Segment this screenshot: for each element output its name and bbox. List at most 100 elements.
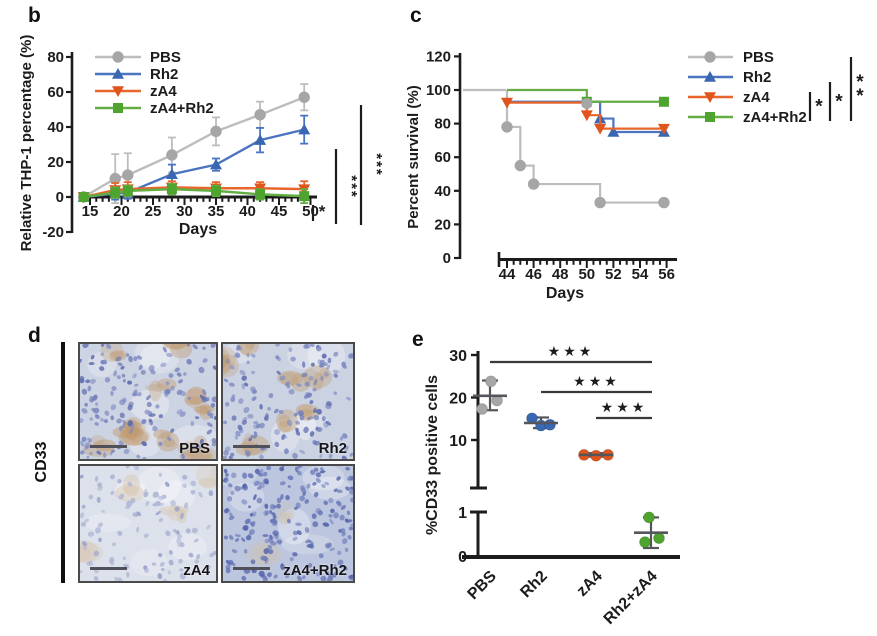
svg-text:30: 30 — [176, 203, 193, 220]
svg-text:50: 50 — [302, 203, 319, 220]
ihc-image-label: zA4 — [183, 562, 210, 579]
scale-bar — [233, 445, 270, 448]
svg-text:★★★: ★★★ — [601, 399, 648, 415]
svg-text:80: 80 — [434, 116, 451, 133]
c-significance: * *** — [808, 57, 864, 121]
ihc-image-pbs: PBS — [78, 342, 218, 461]
c-overlap-marker — [581, 97, 593, 109]
e-category-label-zA4: zA4 — [574, 568, 606, 600]
ihc-image-label: PBS — [179, 440, 210, 457]
b-axes: 80 60 40 20 0 -20 Relative THP-1 percentage (%… — [18, 35, 319, 252]
svg-text:25: 25 — [145, 203, 162, 220]
svg-text:*: * — [815, 97, 823, 118]
b-legend-label-Rh2: Rh2 — [150, 66, 178, 83]
c-legend-label-PBS: PBS — [743, 49, 774, 66]
cd33-scatter-chart: 30201010%CD33 positive cellsPBSRh2zA4Rh2… — [424, 343, 680, 628]
svg-text:56: 56 — [658, 266, 675, 283]
svg-text:20: 20 — [47, 154, 64, 171]
c-curve-zA4 — [507, 101, 664, 130]
svg-text:20: 20 — [449, 391, 467, 408]
svg-text:100: 100 — [426, 82, 451, 99]
c-legend-label-zA4+Rh2: zA4+Rh2 — [743, 109, 807, 126]
cd33-row-label: CD33 — [33, 441, 50, 483]
ihc-image-rh2: Rh2 — [221, 342, 355, 461]
svg-text:48: 48 — [552, 266, 569, 283]
svg-text:0: 0 — [443, 250, 451, 267]
svg-text:52: 52 — [605, 266, 622, 283]
svg-text:46: 46 — [525, 266, 542, 283]
svg-text:35: 35 — [208, 203, 225, 220]
svg-text:10: 10 — [449, 433, 467, 450]
e-significance: ★★★ ★★★ ★★★ — [490, 343, 652, 420]
c-x-axis-label: Days — [546, 285, 584, 302]
c-axes: 120 100 80 60 40 20 0 Percent survival (%) 44 46 4… — [405, 48, 677, 302]
e-y-axis-label: %CD33 positive cells — [424, 375, 441, 535]
b-legend-label-zA4: zA4 — [150, 83, 177, 100]
tissue-texture — [223, 344, 353, 459]
svg-text:60: 60 — [434, 149, 451, 166]
svg-text:44: 44 — [499, 266, 516, 283]
e-category-label-PBS: PBS — [465, 568, 501, 604]
c-series-zA4 — [501, 97, 670, 135]
svg-text:★★★: ★★★ — [548, 343, 595, 359]
svg-text:50: 50 — [578, 266, 595, 283]
panel-c-label: c — [410, 4, 422, 27]
svg-text:★★★: ★★★ — [573, 373, 620, 389]
e-category-label-Rh2+zA4: Rh2+zA4 — [601, 568, 661, 628]
svg-text:40: 40 — [434, 183, 451, 200]
e-group-Rh2+zA4 — [634, 511, 668, 550]
b-x-axis-label: Days — [179, 221, 217, 238]
svg-text:-20: -20 — [42, 224, 64, 241]
c-legend: PBS Rh2 zA4 zA4+Rh2 — [688, 49, 807, 126]
scale-bar — [233, 567, 270, 570]
b-y-axis-label: Relative THP-1 percentage (%) — [18, 35, 35, 252]
panel-d-label: d — [28, 324, 41, 347]
svg-text:0: 0 — [56, 189, 64, 206]
e-group-Rh2 — [524, 412, 558, 432]
svg-text:1: 1 — [458, 505, 467, 522]
svg-text:15: 15 — [82, 203, 99, 220]
cd33-row-bracket — [61, 342, 65, 583]
e-category-label-Rh2: Rh2 — [517, 568, 550, 601]
e-group-PBS — [473, 375, 507, 415]
svg-text:*: * — [856, 72, 864, 93]
svg-text:120: 120 — [426, 48, 451, 65]
ihc-image-za4rh2: zA4+Rh2 — [221, 464, 355, 583]
scale-bar — [90, 445, 127, 448]
tissue-texture — [80, 344, 216, 459]
thp1-line-chart: 80 60 40 20 0 -20 Relative THP-1 percentage (%… — [18, 35, 385, 252]
b-significance: ******* — [311, 105, 385, 225]
ihc-image-za4: zA4 — [78, 464, 218, 583]
c-curve-zA4+Rh2 — [507, 88, 664, 103]
e-axes: 30201010%CD33 positive cells — [424, 348, 680, 566]
svg-text:80: 80 — [47, 49, 64, 66]
tissue-texture — [223, 466, 353, 581]
c-legend-label-Rh2: Rh2 — [743, 69, 771, 86]
svg-text:*: * — [856, 86, 864, 107]
svg-text:*: * — [319, 202, 326, 221]
ihc-image-label: zA4+Rh2 — [283, 562, 347, 579]
svg-text:***: *** — [368, 153, 385, 177]
survival-step-chart: 120 100 80 60 40 20 0 Percent survival (%) 44 46 4… — [405, 48, 864, 302]
tissue-texture — [80, 466, 216, 581]
c-legend-label-zA4: zA4 — [743, 89, 770, 106]
svg-text:20: 20 — [113, 203, 130, 220]
b-legend-label-PBS: PBS — [150, 49, 181, 66]
svg-text:60: 60 — [47, 84, 64, 101]
svg-text:*: * — [835, 92, 843, 113]
svg-text:30: 30 — [449, 348, 467, 365]
svg-text:40: 40 — [239, 203, 256, 220]
scale-bar — [90, 567, 127, 570]
svg-text:***: *** — [343, 175, 360, 199]
e-group-zA4 — [578, 448, 614, 462]
b-series-zA4+Rh2 — [78, 182, 310, 205]
c-series-PBS — [501, 90, 670, 209]
panel-e-label: e — [412, 328, 424, 351]
ihc-image-label: Rh2 — [318, 440, 347, 457]
svg-text:20: 20 — [434, 216, 451, 233]
c-y-axis-label: Percent survival (%) — [405, 85, 422, 228]
svg-text:45: 45 — [271, 203, 288, 220]
svg-text:40: 40 — [47, 119, 64, 136]
